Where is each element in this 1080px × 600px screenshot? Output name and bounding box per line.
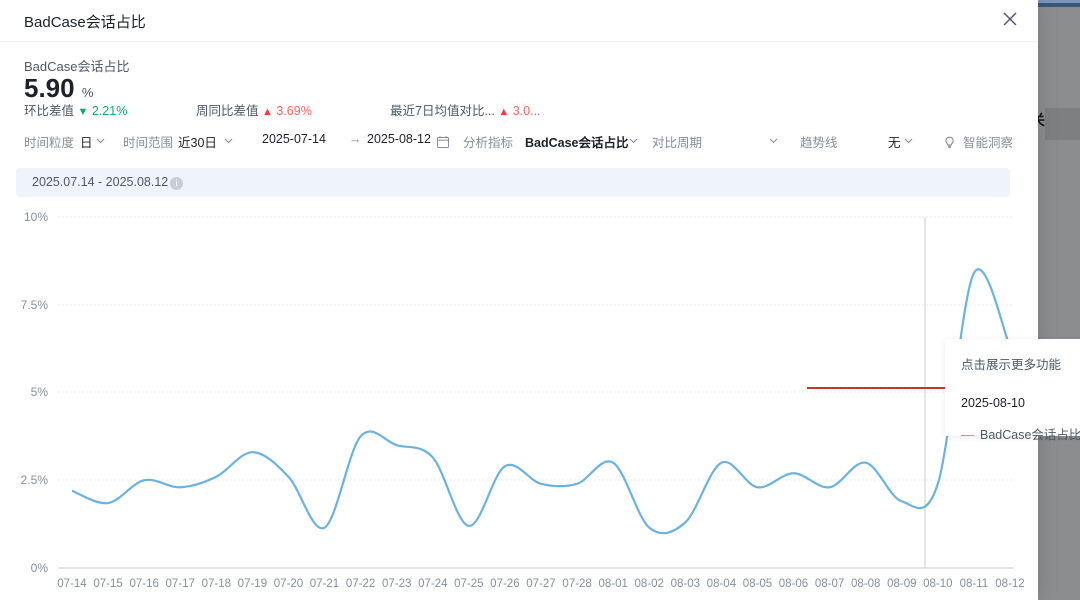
svg-text:0%: 0% (31, 561, 49, 575)
svg-text:7.5%: 7.5% (21, 298, 49, 312)
svg-text:10%: 10% (24, 210, 48, 224)
svg-text:5%: 5% (31, 385, 49, 399)
svg-text:2.5%: 2.5% (21, 473, 49, 487)
